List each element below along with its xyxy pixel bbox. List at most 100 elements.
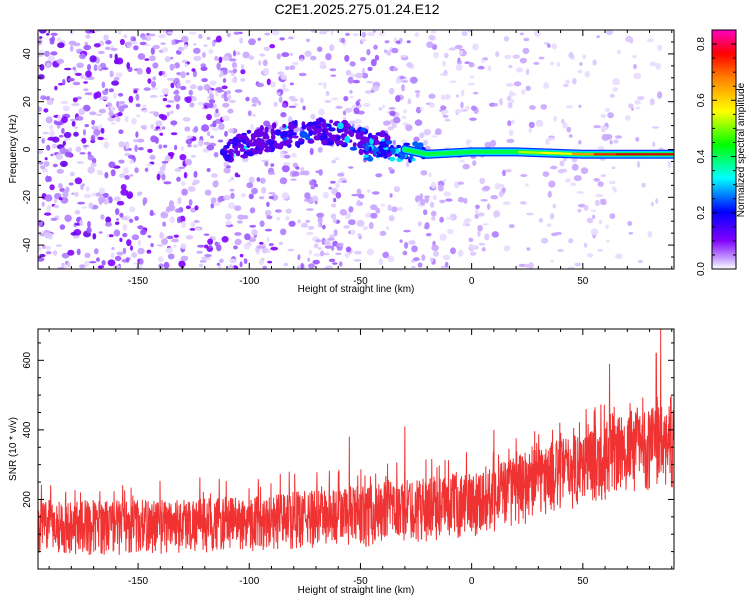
heatmap-speckle <box>46 144 51 151</box>
heatmap-speckle <box>508 129 514 136</box>
heatmap-speckle <box>403 229 411 233</box>
heatmap-speckle <box>443 191 452 197</box>
heatmap-speckle <box>84 76 89 81</box>
heatmap-speckle <box>285 66 290 71</box>
heatmap-speckle <box>304 192 311 200</box>
heatmap-speckle <box>513 81 522 87</box>
heatmap-speckle <box>39 64 45 71</box>
heatmap-speckle <box>596 35 600 39</box>
heatmap-speckle <box>599 198 607 202</box>
heatmap-speckle <box>313 253 321 257</box>
heatmap-carrier-blob <box>381 143 388 148</box>
heatmap-speckle <box>54 85 58 91</box>
heatmap-speckle <box>463 197 468 204</box>
heatmap-speckle <box>108 161 116 168</box>
heatmap-speckle <box>306 231 314 236</box>
heatmap-speckle <box>546 223 552 228</box>
heatmap-speckle <box>208 89 213 95</box>
heatmap-speckle <box>455 63 463 71</box>
heatmap-speckle <box>533 30 541 37</box>
heatmap-speckle <box>88 202 94 209</box>
heatmap-xtick-label: -50 <box>353 276 368 287</box>
heatmap-carrier-blob <box>396 144 402 149</box>
heatmap-speckle <box>635 136 640 142</box>
heatmap-speckle <box>157 256 164 263</box>
heatmap-speckle <box>289 65 296 71</box>
heatmap-speckle <box>113 229 121 237</box>
heatmap-speckle <box>161 126 166 130</box>
heatmap-speckle <box>125 144 130 150</box>
heatmap-speckle <box>135 131 139 138</box>
heatmap-speckle <box>317 146 323 153</box>
heatmap-xlabel: Height of straight line (km) <box>298 284 415 295</box>
heatmap-speckle <box>150 124 154 130</box>
heatmap-speckle <box>190 221 196 228</box>
heatmap-band-point <box>246 130 251 134</box>
heatmap-speckle <box>361 31 367 38</box>
heatmap-speckle <box>649 61 657 67</box>
heatmap-xtick-label: 50 <box>577 276 589 287</box>
heatmap-speckle <box>612 87 618 92</box>
heatmap-carrier-blob <box>389 156 396 162</box>
heatmap-speckle <box>252 114 256 117</box>
heatmap-speckle <box>82 183 86 187</box>
heatmap-speckle <box>305 219 310 223</box>
heatmap-speckle <box>214 241 219 246</box>
heatmap-speckle <box>548 180 556 188</box>
heatmap-speckle <box>607 112 614 119</box>
heatmap-speckle <box>120 184 127 191</box>
heatmap-speckle <box>297 219 301 224</box>
heatmap-speckle <box>405 124 413 132</box>
heatmap-speckle <box>507 102 513 109</box>
heatmap-speckle <box>40 165 46 170</box>
heatmap-speckle <box>243 258 248 264</box>
heatmap-speckle <box>133 89 138 94</box>
heatmap-speckle <box>373 44 378 50</box>
heatmap-speckle <box>414 195 420 203</box>
heatmap-speckle <box>207 131 211 137</box>
heatmap-speckle <box>149 94 158 98</box>
heatmap-speckle <box>420 106 424 111</box>
heatmap-speckle <box>94 248 99 255</box>
heatmap-speckle <box>469 245 477 249</box>
heatmap-carrier-blob <box>394 153 399 157</box>
heatmap-speckle <box>221 236 229 243</box>
heatmap-speckle <box>593 125 601 129</box>
heatmap-band-point <box>254 130 262 138</box>
heatmap-speckle <box>134 167 139 174</box>
heatmap-speckle <box>158 71 163 76</box>
heatmap-speckle <box>119 237 123 242</box>
heatmap-speckle <box>641 182 646 188</box>
snr-xtick-label: -150 <box>128 576 148 587</box>
heatmap-speckle <box>615 135 622 139</box>
heatmap-speckle <box>519 57 528 64</box>
heatmap-speckle <box>167 152 175 157</box>
heatmap-speckle <box>511 119 515 125</box>
heatmap-speckle <box>428 34 436 41</box>
heatmap-speckle <box>133 45 139 51</box>
heatmap-speckle <box>371 191 380 195</box>
heatmap-speckle <box>165 247 174 254</box>
heatmap-speckle <box>392 139 396 145</box>
heatmap-speckle <box>204 244 209 249</box>
heatmap-speckle <box>185 235 194 240</box>
heatmap-band-point <box>237 142 242 146</box>
heatmap-speckle <box>649 98 655 106</box>
heatmap-speckle <box>234 238 242 246</box>
heatmap-speckle <box>211 126 219 132</box>
heatmap-band-point <box>337 141 345 146</box>
heatmap-speckle <box>280 151 284 159</box>
heatmap-speckle <box>185 138 193 145</box>
heatmap-speckle <box>323 252 330 256</box>
heatmap-speckle <box>164 56 171 63</box>
heatmap-speckle <box>50 51 58 56</box>
heatmap-band-point <box>297 140 305 145</box>
heatmap-speckle <box>442 60 446 67</box>
heatmap-speckle <box>428 102 436 108</box>
heatmap-carrier-blob <box>391 148 396 155</box>
heatmap-speckle <box>213 151 219 158</box>
heatmap-speckle <box>57 114 61 122</box>
heatmap-speckle <box>216 244 222 252</box>
heatmap-speckle <box>333 229 338 237</box>
heatmap-band-point <box>317 123 323 127</box>
